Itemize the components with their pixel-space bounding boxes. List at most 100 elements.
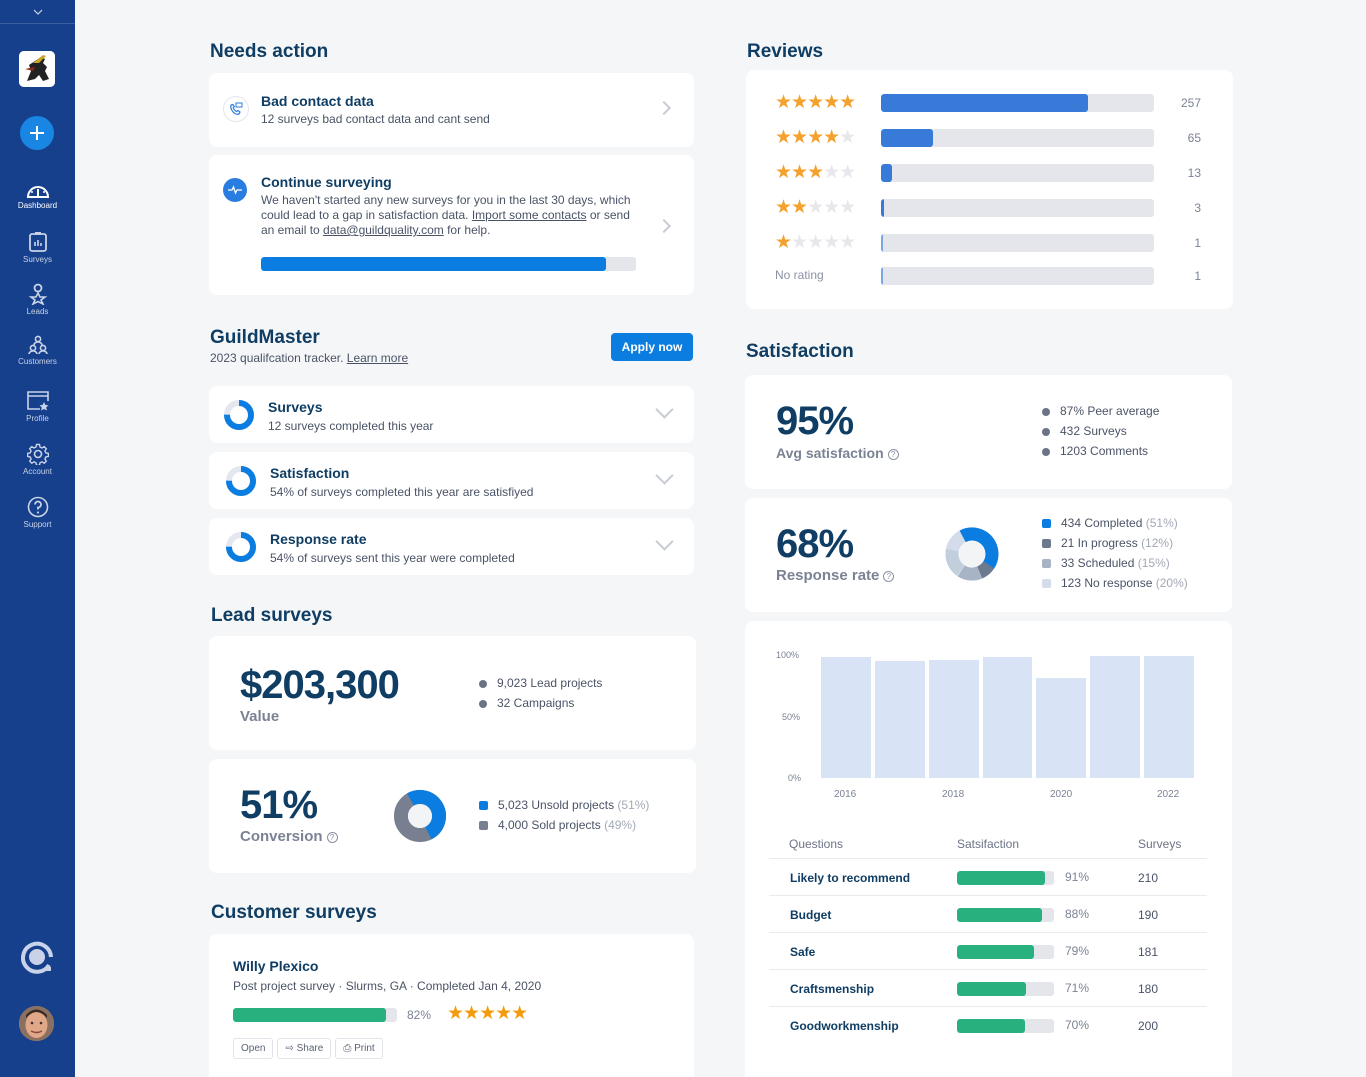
question-label: Craftsmenship xyxy=(790,982,875,996)
satisfaction-pct: 91% xyxy=(1065,870,1090,884)
progress-fill xyxy=(261,257,606,271)
sidebar-item-customers[interactable]: Customers xyxy=(0,335,75,366)
x-tick: 2022 xyxy=(1157,789,1180,800)
avg-satisfaction-label: Avg satisfaction xyxy=(776,445,884,461)
chevron-down-icon xyxy=(655,400,674,419)
bullet-icon xyxy=(479,699,487,708)
company-logo[interactable] xyxy=(19,51,55,87)
dashboard-gauge-icon xyxy=(26,186,49,198)
satisfaction-stat: 432 Surveys xyxy=(1042,421,1159,441)
customer-name[interactable]: Willy Plexico xyxy=(233,958,319,974)
reviews-count-none: 1 xyxy=(1194,269,1201,283)
reviews-bar-5[interactable] xyxy=(881,94,1154,112)
user-avatar[interactable] xyxy=(19,1006,54,1041)
sidebar-collapse-toggle[interactable] xyxy=(0,0,75,24)
sidebar-item-label: Dashboard xyxy=(17,201,58,210)
continue-surveying-card[interactable]: Continue surveying We haven't started an… xyxy=(209,155,694,295)
response-rate-card: 68% Response rate? 434 Completed (51%) 2… xyxy=(745,498,1232,612)
conversion-card: 51% Conversion? 5,023 Unsold projects (5… xyxy=(209,759,696,873)
survey-score-label: 82% xyxy=(407,1008,432,1022)
sidebar-item-account[interactable]: Account xyxy=(0,443,75,476)
bullet-icon xyxy=(1042,427,1050,436)
guildmaster-item-response-rate[interactable]: Response rate 54% of surveys sent this y… xyxy=(209,518,694,575)
legend-swatch xyxy=(479,821,488,831)
response-donut-chart xyxy=(945,527,999,581)
chart-bar-2022[interactable] xyxy=(1144,656,1195,778)
lead-stat: 32 Campaigns xyxy=(479,693,602,713)
bad-contact-card[interactable]: Bad contact data 12 surveys bad contact … xyxy=(209,73,694,147)
guildquality-brand-icon[interactable] xyxy=(19,939,55,975)
chart-bar-2016[interactable] xyxy=(821,657,871,778)
chart-bar-2017[interactable] xyxy=(874,661,925,778)
table-row[interactable]: Craftsmenship 71% 180 xyxy=(769,969,1207,1006)
table-row[interactable]: Budget 88% 190 xyxy=(769,895,1207,932)
sidebar-item-label: Support xyxy=(23,520,52,529)
satisfaction-heading: Satisfaction xyxy=(746,341,854,362)
y-tick: 0% xyxy=(788,773,802,783)
table-row[interactable]: Safe 79% 181 xyxy=(769,932,1207,969)
lead-value: $203,300 xyxy=(240,663,400,707)
sidebar-item-label: Profile xyxy=(26,414,49,423)
help-icon[interactable]: ? xyxy=(883,570,895,582)
sidebar-item-leads[interactable]: Leads xyxy=(0,283,75,316)
chevron-down-icon xyxy=(655,466,674,485)
sidebar-item-dashboard[interactable]: Dashboard xyxy=(0,181,75,210)
sidebar-item-profile[interactable]: Profile xyxy=(0,390,75,423)
chart-bar-2019[interactable] xyxy=(982,657,1033,778)
guildmaster-item-desc: 12 surveys completed this year xyxy=(268,419,434,433)
chevron-down-icon xyxy=(655,532,674,551)
support-email-link[interactable]: data@guildquality.com xyxy=(323,223,444,237)
legend-item: 123 No response (20%) xyxy=(1042,573,1188,593)
legend-swatch xyxy=(1042,539,1051,549)
reviews-card: ★★★★★ 257 ★★★★★ 65 ★★★★★ 13 ★★★★★ 3 ★★★★… xyxy=(746,70,1233,309)
chart-bar-2021[interactable] xyxy=(1090,656,1141,778)
guildmaster-item-satisfaction[interactable]: Satisfaction 54% of surveys completed th… xyxy=(209,452,694,509)
reviews-bar-4[interactable] xyxy=(881,129,1154,147)
legend-swatch xyxy=(1042,519,1051,529)
y-tick: 100% xyxy=(776,650,800,660)
guildmaster-subtitle: 2023 qualifcation tracker. xyxy=(210,351,347,365)
table-row[interactable]: Goodworkmenship 70% 200 xyxy=(769,1006,1207,1043)
guildmaster-item-surveys[interactable]: Surveys 12 surveys completed this year xyxy=(209,386,694,443)
satisfaction-pct: 79% xyxy=(1065,944,1090,958)
progress-ring-icon xyxy=(226,466,256,496)
survey-count: 181 xyxy=(1138,945,1159,959)
help-icon[interactable]: ? xyxy=(326,831,338,843)
apply-now-button[interactable]: Apply now xyxy=(611,333,693,361)
learn-more-link[interactable]: Learn more xyxy=(346,351,409,365)
chart-bar-2020[interactable] xyxy=(1036,678,1087,778)
import-contacts-link[interactable]: Import some contacts xyxy=(471,208,587,222)
star-rating-2: ★★★★★ xyxy=(775,197,856,218)
add-new-button[interactable] xyxy=(20,116,54,150)
share-icon: ⇨ xyxy=(285,1043,297,1054)
reviews-bar-2[interactable] xyxy=(881,199,1154,217)
customer-surveys-heading: Customer surveys xyxy=(211,902,377,923)
share-button[interactable]: ⇨ Share xyxy=(277,1038,332,1059)
reviews-bar-1[interactable] xyxy=(881,234,1154,252)
table-row[interactable]: Likely to recommend 91% 210 xyxy=(769,858,1207,895)
open-button[interactable]: Open xyxy=(233,1038,274,1059)
sidebar-item-label: Account xyxy=(23,467,52,476)
survey-meta: Post project survey · Slurms, GA · Compl… xyxy=(233,979,542,993)
continue-text-2: or send an email to xyxy=(261,208,630,237)
chart-bar-2018[interactable] xyxy=(928,659,979,778)
legend-swatch xyxy=(479,801,488,811)
reviews-count-5: 257 xyxy=(1180,96,1201,110)
question-label: Goodworkmenship xyxy=(790,1019,899,1033)
print-button[interactable]: ⎙ Print xyxy=(335,1038,383,1059)
knight-logo-icon xyxy=(19,51,55,87)
sidebar-item-support[interactable]: Support xyxy=(0,496,75,529)
col-header-satisfaction: Satsifaction xyxy=(957,837,1020,851)
reviews-bar-3[interactable] xyxy=(881,164,1154,182)
satisfaction-bar xyxy=(957,982,1054,996)
lead-stat: 9,023 Lead projects xyxy=(479,673,602,693)
guildmaster-item-title: Surveys xyxy=(268,399,323,415)
window-star-icon xyxy=(26,391,49,411)
bullet-icon xyxy=(479,679,487,688)
help-icon[interactable]: ? xyxy=(887,448,899,460)
survey-count: 180 xyxy=(1138,982,1159,996)
sidebar-item-surveys[interactable]: Surveys xyxy=(0,231,75,264)
reviews-bar-none[interactable] xyxy=(881,267,1154,285)
customer-survey-card: Willy Plexico Post project survey · Slur… xyxy=(209,934,694,1077)
continue-text-3: for help. xyxy=(443,223,491,237)
